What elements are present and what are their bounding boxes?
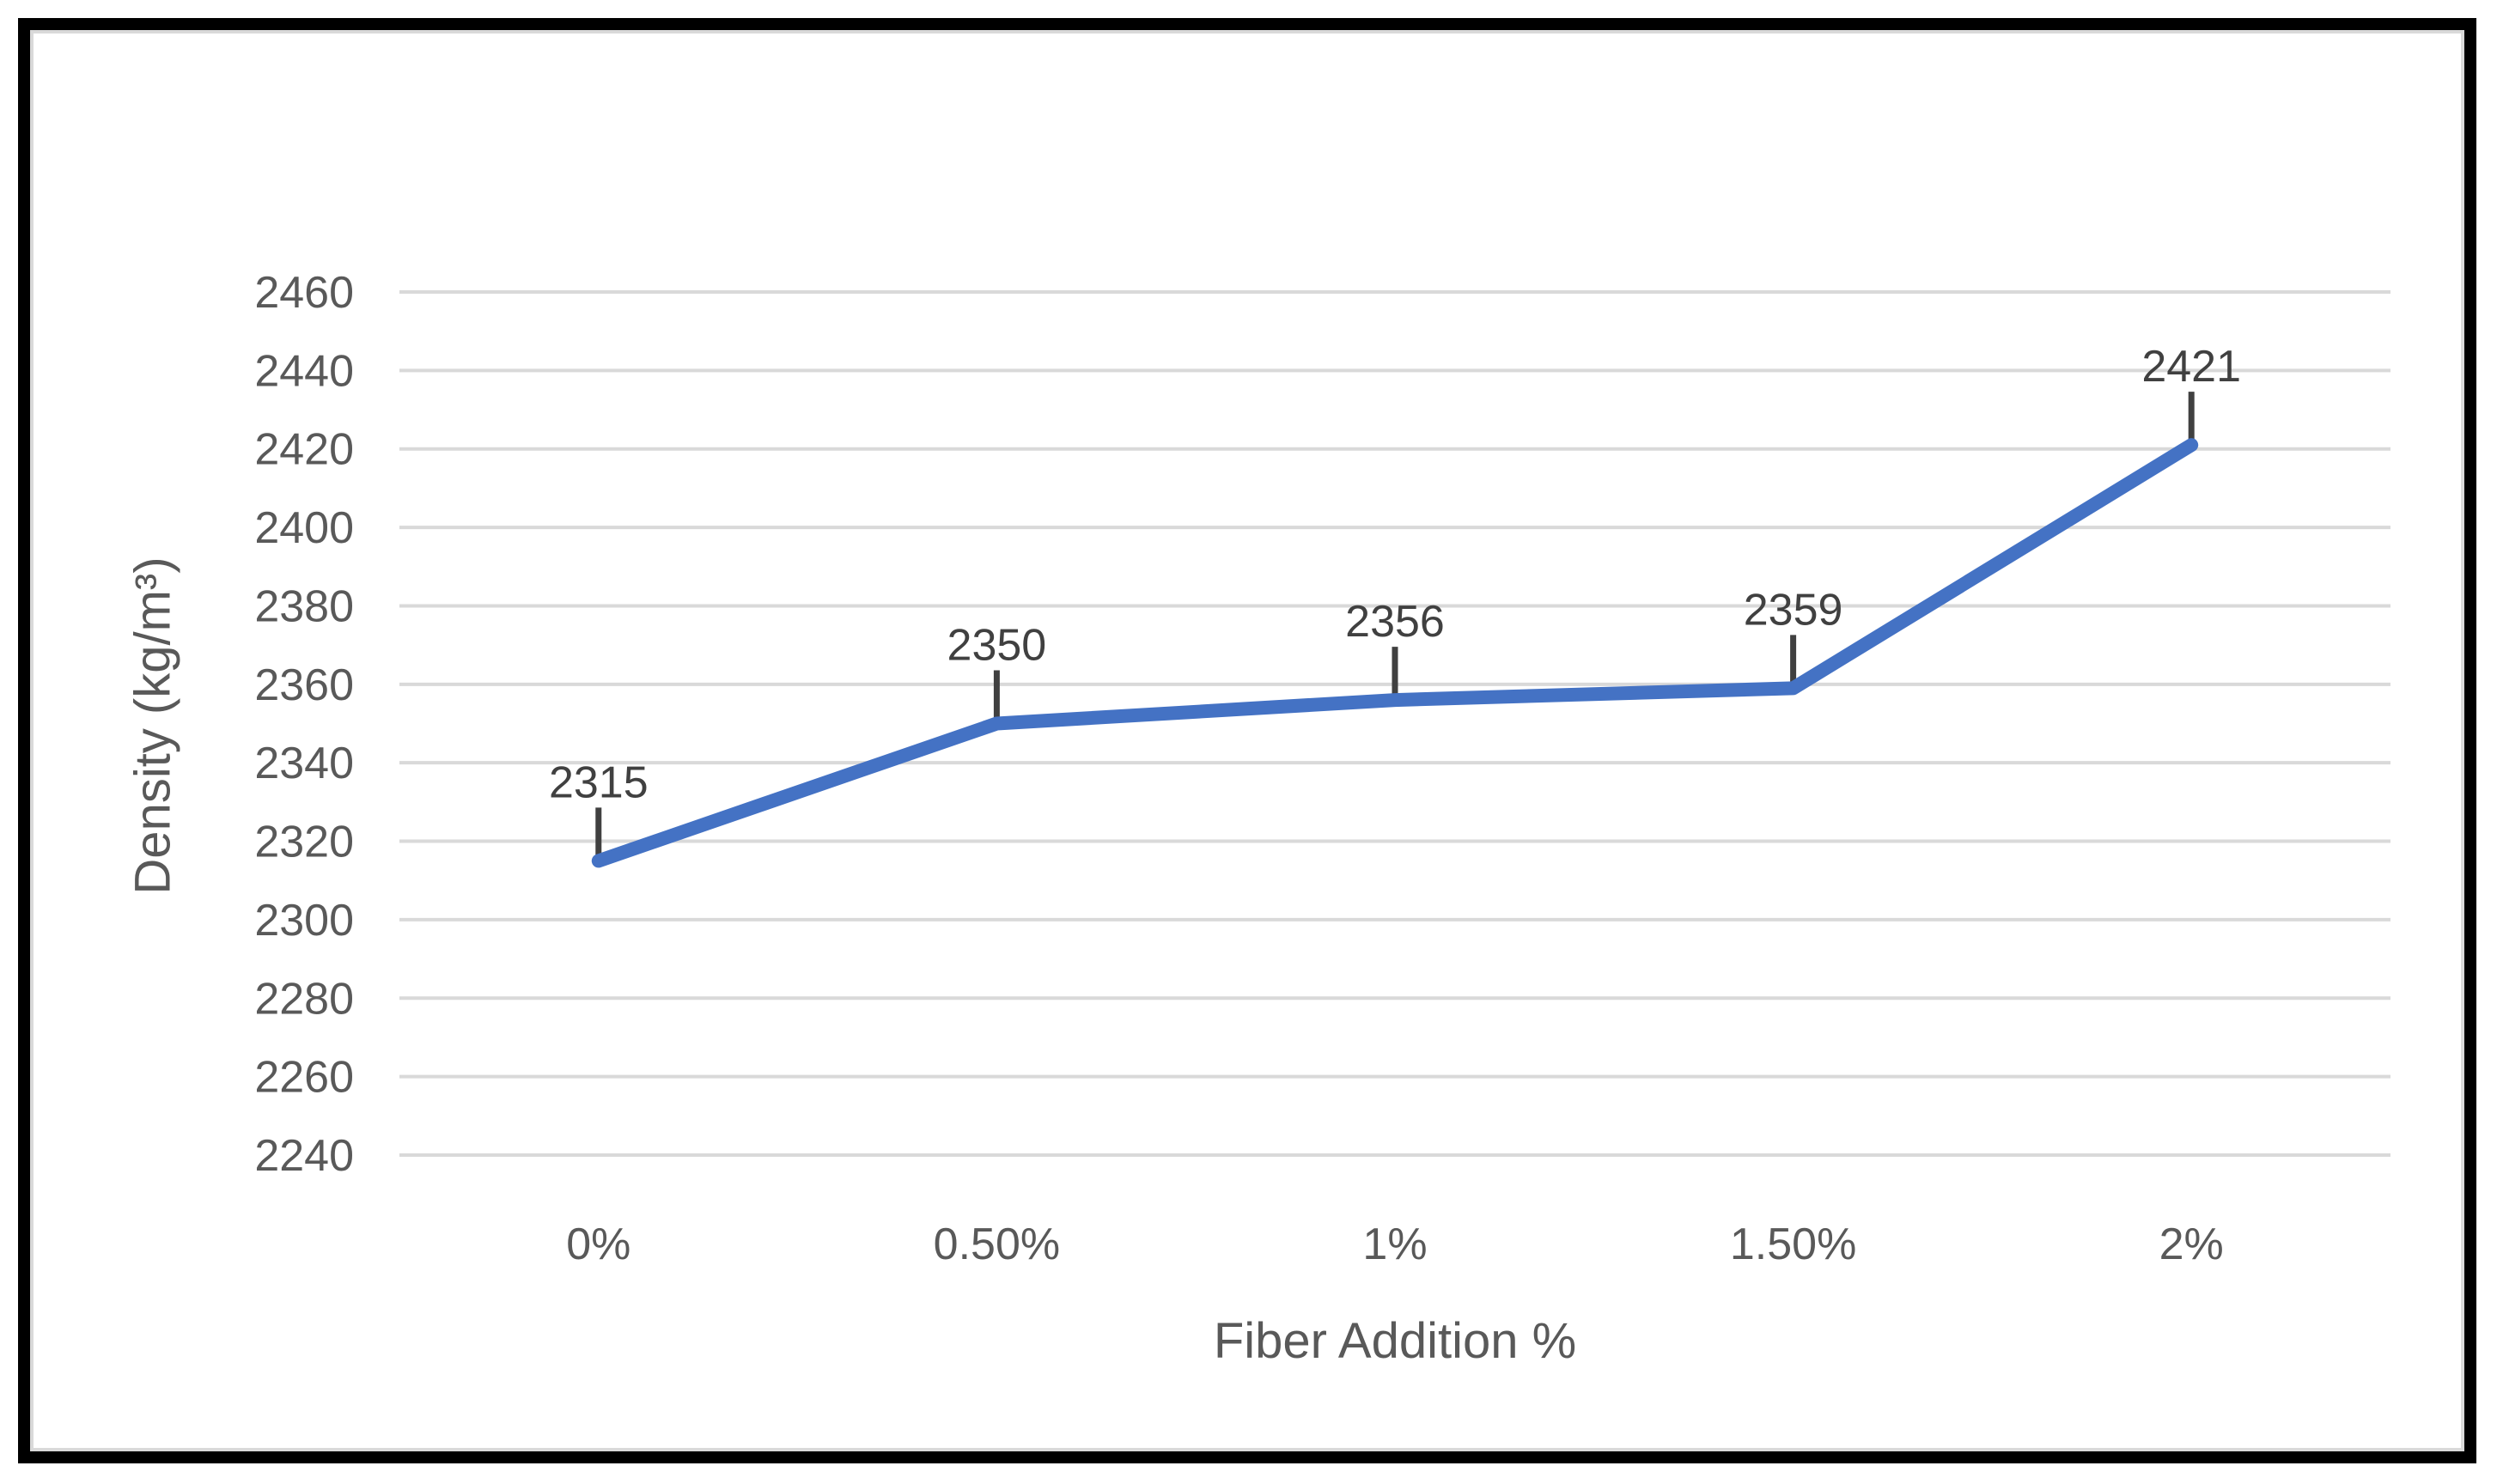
y-tick-label: 2460 [254,268,354,318]
y-tick-label: 2320 [254,818,354,867]
x-tick-label: 1% [1362,1219,1427,1269]
x-tick-label: 0% [566,1219,630,1269]
y-tick-label: 2380 [254,581,354,631]
y-tick-label: 2300 [254,896,354,946]
outer-frame [18,18,2476,1463]
y-tick-label: 2420 [254,425,354,475]
data-label: 2421 [2141,342,2241,392]
data-label: 2359 [1744,585,1843,635]
data-label: 2315 [549,757,649,807]
x-tick-label: 0.50% [934,1219,1060,1269]
y-tick-label: 2240 [254,1131,354,1181]
data-label: 2356 [1345,597,1445,647]
y-axis-title: Density (kg/m³) [125,556,181,895]
y-tick-label: 2400 [254,503,354,553]
data-label: 2350 [947,621,1047,671]
y-tick-label: 2340 [254,739,354,788]
x-tick-label: 1.50% [1730,1219,1856,1269]
y-tick-label: 2280 [254,974,354,1024]
y-tick-label: 2440 [254,346,354,396]
density-series-line [591,438,2199,868]
chart-area-border [30,30,2464,1451]
y-tick-label: 2360 [254,660,354,710]
y-tick-label: 2260 [254,1053,354,1103]
x-tick-label: 2% [2159,1219,2224,1269]
x-axis-title: Fiber Addition % [1213,1313,1577,1369]
